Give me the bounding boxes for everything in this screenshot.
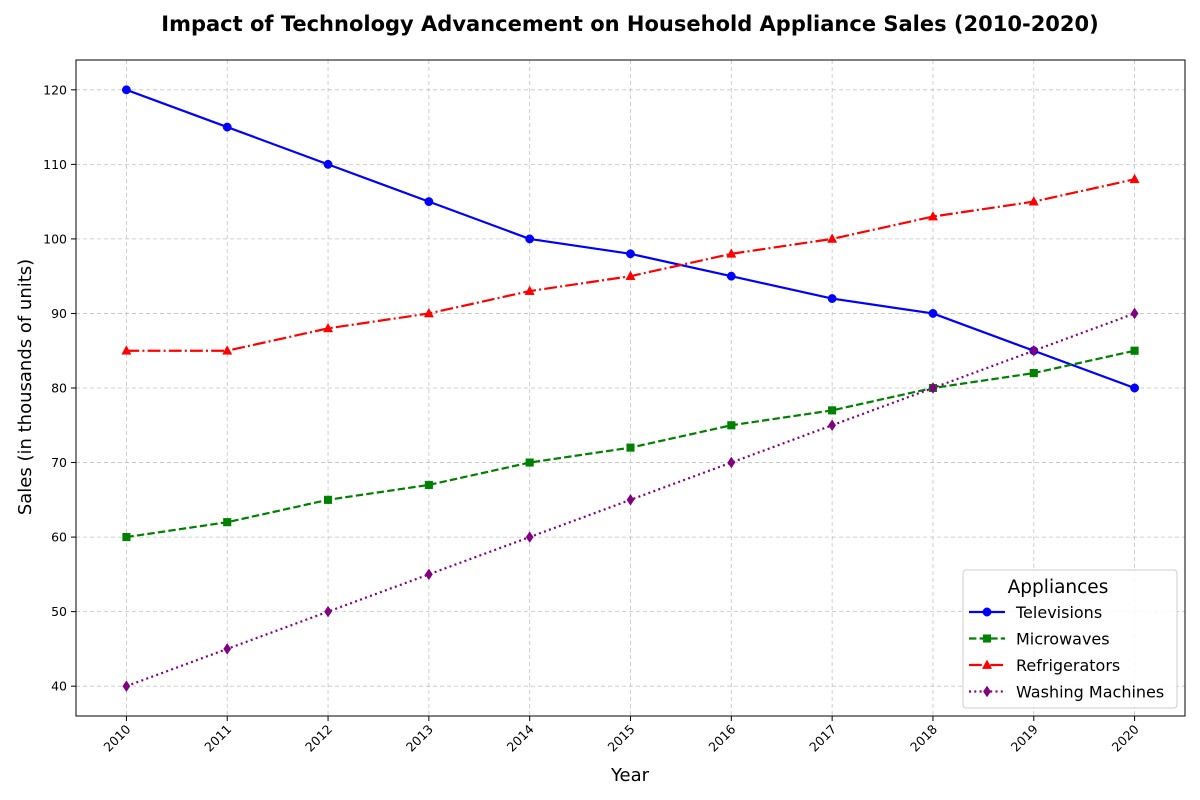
data-point-microwaves <box>525 458 534 467</box>
series-layer <box>121 85 1140 693</box>
legend-label: Washing Machines <box>1016 683 1164 702</box>
data-point-refrigerators <box>524 285 535 295</box>
y-tick-label: 50 <box>51 604 67 619</box>
data-point-microwaves <box>122 533 131 542</box>
data-point-washing-machines <box>122 680 131 693</box>
data-point-microwaves <box>323 495 333 504</box>
data-point-televisions <box>424 197 434 207</box>
data-point-televisions <box>323 159 333 169</box>
x-tick-label: 2020 <box>1109 721 1142 754</box>
legend-item-televisions: Televisions <box>969 603 1102 622</box>
data-point-refrigerators <box>323 322 334 333</box>
y-tick-label: 80 <box>51 381 67 396</box>
x-tick-label: 2013 <box>403 722 436 755</box>
data-point-washing-machines <box>223 643 232 655</box>
y-axis-label: Sales (in thousands of units) <box>15 259 36 515</box>
y-tick-label: 90 <box>51 306 67 321</box>
data-point-televisions <box>121 85 131 95</box>
data-point-refrigerators <box>1129 173 1140 184</box>
legend-label: Refrigerators <box>1016 656 1120 675</box>
x-tick-label: 2019 <box>1008 721 1041 754</box>
data-point-washing-machines <box>1130 307 1139 320</box>
data-point-microwaves <box>424 480 433 489</box>
x-tick-label: 2011 <box>201 722 234 755</box>
data-point-refrigerators <box>927 211 938 221</box>
data-point-refrigerators <box>726 248 737 258</box>
data-point-televisions <box>626 249 635 259</box>
x-tick-label: 2017 <box>806 722 839 755</box>
data-point-refrigerators <box>222 345 233 355</box>
legend: Appliances Televisions Microwaves Refrigera… <box>962 569 1178 709</box>
x-tick-label: 2015 <box>605 722 638 755</box>
data-point-televisions <box>726 271 736 281</box>
data-point-microwaves <box>1029 369 1038 378</box>
legend-item-microwaves: Microwaves <box>969 630 1110 649</box>
data-point-refrigerators <box>423 307 434 318</box>
legend-marker <box>981 659 993 669</box>
y-axis: 40 50 60 70 80 90 100 110 120 <box>43 82 76 694</box>
legend-marker <box>982 607 992 617</box>
data-point-washing-machines <box>525 531 534 543</box>
legend-item-washing-machines: Washing Machines <box>969 683 1164 702</box>
series-refrigerators <box>121 173 1140 355</box>
legend-marker <box>982 634 992 643</box>
data-point-refrigerators <box>121 345 132 355</box>
y-tick-label: 110 <box>43 157 67 172</box>
data-point-washing-machines <box>929 382 937 394</box>
x-tick-label: 2010 <box>100 721 133 754</box>
data-point-refrigerators <box>625 270 636 281</box>
x-tick-label: 2014 <box>504 721 537 754</box>
data-point-washing-machines <box>1029 344 1038 357</box>
data-point-microwaves <box>727 421 736 430</box>
y-tick-label: 100 <box>43 231 67 246</box>
y-tick-label: 60 <box>51 530 67 545</box>
data-point-washing-machines <box>626 493 635 506</box>
data-point-washing-machines <box>828 419 837 432</box>
chart-title: Impact of Technology Advancement on Hous… <box>161 12 1098 36</box>
data-point-televisions <box>222 122 232 132</box>
data-point-microwaves <box>223 518 232 527</box>
legend-title: Appliances <box>1008 577 1109 598</box>
x-axis-label: Year <box>610 765 650 786</box>
data-point-refrigerators <box>827 233 838 243</box>
legend-label: Televisions <box>1015 603 1102 622</box>
data-point-microwaves <box>1130 346 1139 355</box>
data-point-televisions <box>1130 383 1140 393</box>
x-tick-label: 2012 <box>302 722 335 755</box>
data-point-washing-machines <box>727 456 736 469</box>
data-point-televisions <box>525 234 535 244</box>
data-point-microwaves <box>828 406 837 415</box>
x-tick-label: 2018 <box>907 721 940 754</box>
data-point-refrigerators <box>1028 196 1039 206</box>
series-line-washing-machines <box>126 312 1135 688</box>
legend-marker <box>983 685 991 698</box>
legend-box <box>962 569 1178 709</box>
data-point-washing-machines <box>424 568 433 581</box>
data-point-washing-machines <box>324 605 332 618</box>
y-tick-label: 120 <box>43 82 67 97</box>
series-televisions <box>121 85 1140 393</box>
x-axis: 2010 2011 2012 2013 2014 2015 2016 2017 2018 2019… <box>100 716 1142 755</box>
legend-item-refrigerators: Refrigerators <box>969 656 1120 675</box>
legend-label: Microwaves <box>1016 630 1110 649</box>
y-tick-label: 40 <box>51 679 67 694</box>
series-washing-machines <box>122 307 1139 693</box>
x-tick-label: 2016 <box>705 721 738 754</box>
data-point-microwaves <box>626 443 635 452</box>
data-point-televisions <box>928 309 938 318</box>
y-tick-label: 70 <box>51 455 67 470</box>
data-point-televisions <box>827 294 837 303</box>
